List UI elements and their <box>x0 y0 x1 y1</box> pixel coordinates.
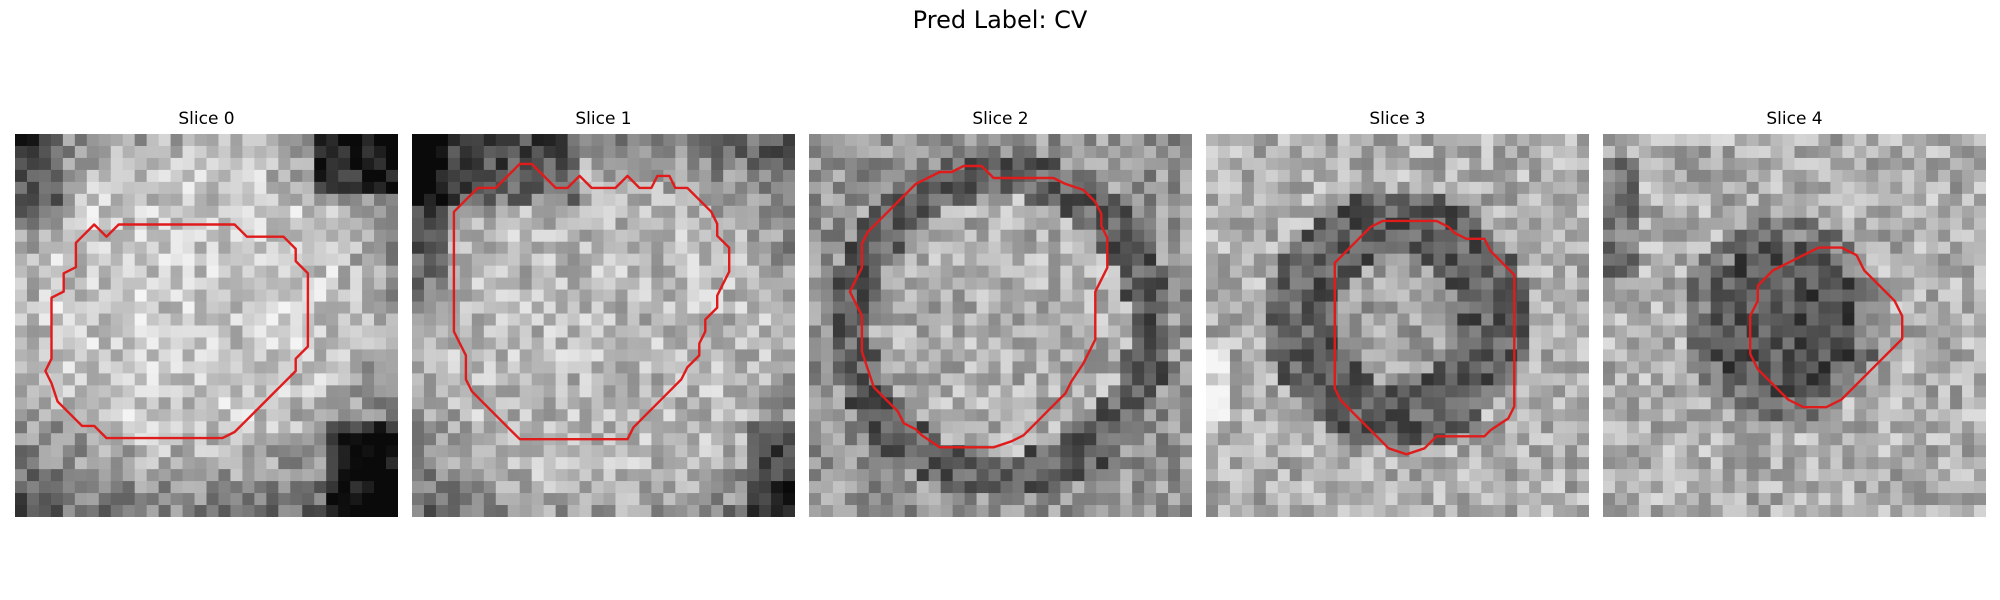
slice-4-contour <box>1748 246 1904 409</box>
figure-title: Pred Label: CV <box>912 6 1088 34</box>
slice-4-canvas <box>1603 134 1986 517</box>
slice-2-pixels <box>809 134 1192 517</box>
slice-1-canvas <box>412 134 795 517</box>
slice-0-contour <box>44 223 310 440</box>
panel-title-4: Slice 4 <box>1766 109 1823 129</box>
panel-title-1: Slice 1 <box>575 109 632 129</box>
panel-title-3: Slice 3 <box>1369 109 1426 129</box>
slice-4-image <box>1603 134 1986 517</box>
slice-1-image <box>412 134 795 517</box>
slice-0-image <box>15 134 398 517</box>
slice-2-contour <box>848 164 1109 449</box>
slice-3-contour <box>1333 219 1516 456</box>
slice-0-canvas <box>15 134 398 517</box>
slice-3-pixels <box>1206 134 1589 517</box>
slice-4-pixels <box>1603 134 1986 517</box>
slice-2-canvas <box>809 134 1192 517</box>
panel-title-2: Slice 2 <box>972 109 1029 129</box>
slice-2-image <box>809 134 1192 517</box>
slice-0-pixels <box>15 134 398 517</box>
slice-1-pixels <box>412 134 795 517</box>
slice-3-image <box>1206 134 1589 517</box>
slice-1-contour <box>452 162 731 441</box>
panel-title-0: Slice 0 <box>178 109 235 129</box>
slice-3-canvas <box>1206 134 1589 517</box>
